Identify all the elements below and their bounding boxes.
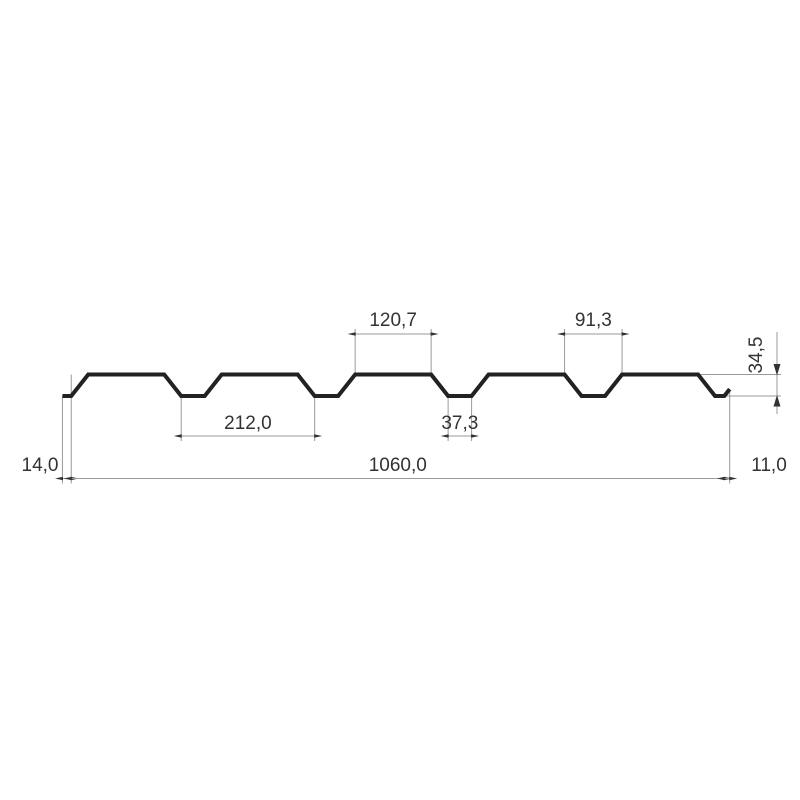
- svg-text:14,0: 14,0: [22, 455, 59, 476]
- svg-text:120,7: 120,7: [369, 310, 417, 331]
- svg-text:212,0: 212,0: [224, 413, 272, 434]
- svg-text:37,3: 37,3: [441, 413, 478, 434]
- svg-text:1060,0: 1060,0: [369, 455, 427, 476]
- svg-text:91,3: 91,3: [575, 310, 612, 331]
- svg-text:11,0: 11,0: [751, 455, 787, 476]
- svg-text:34,5: 34,5: [746, 337, 767, 374]
